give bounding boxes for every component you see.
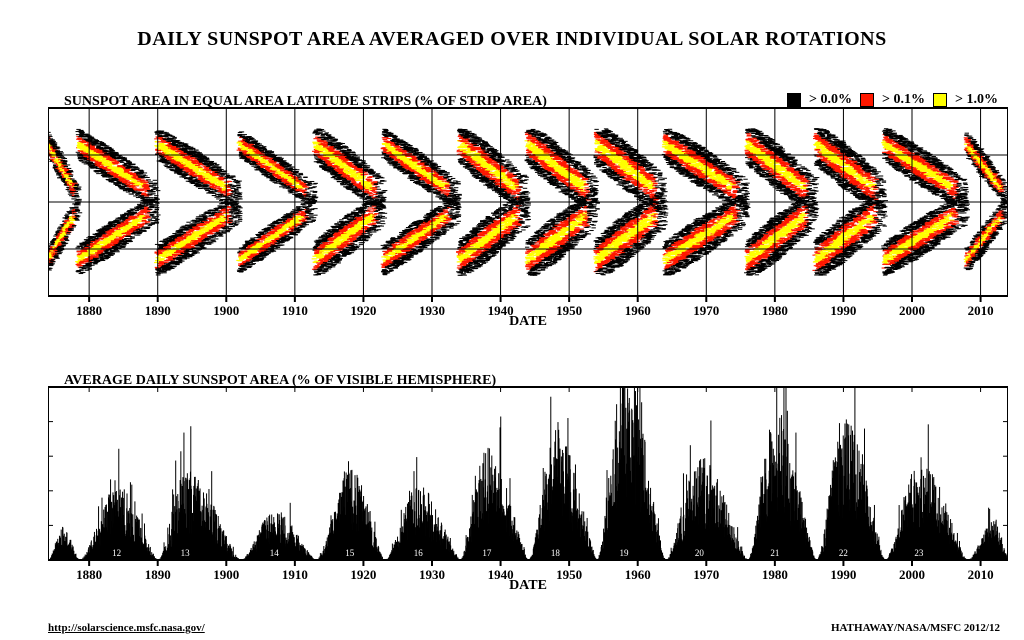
legend-label: > 0.0% [809,92,852,108]
svg-text:2010: 2010 [968,303,994,318]
legend-label: > 0.1% [882,92,925,108]
main-title: DAILY SUNSPOT AREA AVERAGED OVER INDIVID… [0,0,1024,51]
area-chart: 1880189019001910192019301940195019601970… [48,375,1008,590]
svg-text:1980: 1980 [762,303,788,318]
area-panel: AVERAGE DAILY SUNSPOT AREA (% OF VISIBLE… [48,375,1008,590]
butterfly-panel: SUNSPOT AREA IN EQUAL AREA LATITUDE STRI… [48,96,1008,326]
legend-swatch [787,93,801,107]
svg-text:1930: 1930 [419,303,445,318]
area-subtitle: AVERAGE DAILY SUNSPOT AREA (% OF VISIBLE… [64,373,496,389]
legend-swatch [860,93,874,107]
butterfly-chart: 1880189019001910192019301940195019601970… [48,96,1008,326]
svg-text:DATE: DATE [509,314,547,326]
svg-text:1920: 1920 [350,303,376,318]
footer-source-url: http://solarscience.msfc.nasa.gov/ [48,622,205,634]
butterfly-subtitle: SUNSPOT AREA IN EQUAL AREA LATITUDE STRI… [64,94,547,110]
legend-swatch [933,93,947,107]
svg-text:1960: 1960 [625,303,651,318]
svg-text:1900: 1900 [213,303,239,318]
svg-text:1990: 1990 [830,303,856,318]
svg-text:2000: 2000 [899,303,925,318]
legend-label: > 1.0% [955,92,998,108]
svg-text:1950: 1950 [556,303,582,318]
svg-text:1970: 1970 [693,303,719,318]
footer-attribution: HATHAWAY/NASA/MSFC 2012/12 [831,622,1000,634]
svg-text:1910: 1910 [282,303,308,318]
svg-text:1880: 1880 [76,303,102,318]
butterfly-legend: > 0.0% > 0.1% > 1.0% [787,92,998,108]
svg-text:1890: 1890 [145,303,171,318]
